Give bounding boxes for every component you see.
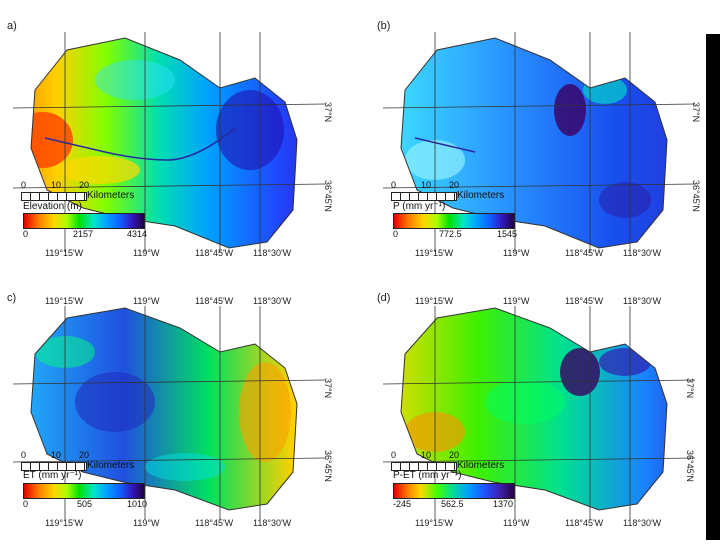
colorbar-min: -245 <box>393 499 412 509</box>
scale-tick-0: 0 <box>391 180 397 190</box>
lon-label-118-30w: 118°30'W <box>253 518 292 528</box>
scale-unit: Kilometers <box>87 460 135 471</box>
elevation-raster <box>31 38 297 248</box>
lat-label-36-45n: 36°45'N <box>685 450 695 482</box>
lat-label-37n: 37°N <box>685 378 695 399</box>
lon-label-119w: 119°W <box>503 248 530 258</box>
top-lon-label-118-30w: 118°30'W <box>623 296 662 306</box>
colorbar-min: 0 <box>23 229 29 239</box>
basin-outline <box>30 37 298 249</box>
colorbar <box>393 483 515 499</box>
precipitation-map-svg <box>382 32 696 252</box>
scale-tick-20: 20 <box>79 450 90 460</box>
lon-label-118-30w: 118°30'W <box>623 248 662 258</box>
top-lon-label-119-15w: 119°15'W <box>45 296 84 306</box>
lon-label-118-30w: 118°30'W <box>253 248 292 258</box>
top-lon-label-119w: 119°W <box>133 296 160 306</box>
lat-label-36-45n: 36°45'N <box>323 180 333 212</box>
lon-label-118-45w: 118°45'W <box>195 518 234 528</box>
lon-label-119-15w: 119°15'W <box>45 518 84 528</box>
panel-letter: c) <box>7 292 17 304</box>
legend-title: ET (mm yr⁻¹) <box>23 470 82 481</box>
scale-tick-20: 20 <box>79 180 90 190</box>
scale-unit: Kilometers <box>457 190 505 201</box>
lat-label-37n: 37°N <box>323 378 333 399</box>
colorbar-mid: 505 <box>77 499 93 509</box>
lon-label-118-45w: 118°45'W <box>565 248 604 258</box>
legend-title: P-ET (mm yr⁻¹) <box>393 470 462 481</box>
lat-label-36-45n: 36°45'N <box>691 180 701 212</box>
colorbar-mid: 562.5 <box>441 499 464 509</box>
colorbar-max: 4314 <box>127 229 148 239</box>
scale-tick-0: 0 <box>391 450 397 460</box>
graticule-lines <box>382 306 696 520</box>
colorbar <box>23 483 145 499</box>
colorbar-min: 0 <box>393 229 399 239</box>
panel-p-minus-et-map: (d) 119°15'W 119°W 118°45'W 118°30'W 37°… <box>375 292 715 552</box>
panel-letter: (d) <box>377 292 391 304</box>
basin-outline <box>400 37 668 249</box>
top-lon-label-118-45w: 118°45'W <box>565 296 604 306</box>
lat-label-37n: 37°N <box>323 102 333 123</box>
graticule-lines <box>12 306 326 520</box>
colorbar-min: 0 <box>23 499 29 509</box>
scale-tick-0: 0 <box>21 450 27 460</box>
scale-tick-20: 20 <box>449 450 460 460</box>
lon-label-118-45w: 118°45'W <box>195 248 234 258</box>
panel-precipitation-map: (b) 37°N 36°45'N 0 10 20 Kilometers P (mm … <box>375 20 715 280</box>
scale-bar-graphic <box>21 462 87 471</box>
colorbar-max: 1010 <box>127 499 148 509</box>
colorbar-mid: 772.5 <box>439 229 462 239</box>
panel-evapotranspiration-map: c) 119°15'W 119°W 118°45'W 118°30'W 37°N… <box>5 292 345 552</box>
legend-title: P (mm yr⁻¹) <box>393 201 446 212</box>
top-lon-label-118-30w: 118°30'W <box>253 296 292 306</box>
colorbar-max: 1370 <box>493 499 514 509</box>
lon-label-119-15w: 119°15'W <box>415 518 454 528</box>
black-border-strip <box>706 34 720 540</box>
legend-title: Elevation (m) <box>23 201 82 212</box>
panel-letter: (b) <box>377 20 391 32</box>
top-lon-label-119w: 119°W <box>503 296 530 306</box>
elevation-map-svg <box>12 32 326 252</box>
panel-elevation-map: a) 37°N 36°45'N 0 10 20 Kilometers Elevati… <box>5 20 345 280</box>
scale-tick-0: 0 <box>21 180 27 190</box>
scale-tick-10: 10 <box>421 180 432 190</box>
river-line <box>414 137 476 153</box>
colorbar-mid: 2157 <box>73 229 94 239</box>
lon-label-119-15w: 119°15'W <box>415 248 454 258</box>
scale-unit: Kilometers <box>87 190 135 201</box>
panel-letter: a) <box>7 20 17 32</box>
scale-tick-10: 10 <box>421 450 432 460</box>
scale-bar-graphic <box>21 192 87 201</box>
lon-label-119-15w: 119°15'W <box>45 248 84 258</box>
colorbar <box>23 213 145 229</box>
lat-label-36-45n: 36°45'N <box>323 450 333 482</box>
top-lon-label-118-45w: 118°45'W <box>195 296 234 306</box>
colorbar <box>393 213 515 229</box>
graticule-lines <box>12 32 326 252</box>
top-lon-label-119-15w: 119°15'W <box>415 296 454 306</box>
lon-label-118-30w: 118°30'W <box>623 518 662 528</box>
lat-label-37n: 37°N <box>691 102 701 123</box>
p-minus-et-map-svg <box>382 306 696 520</box>
precipitation-raster <box>401 38 667 248</box>
scale-unit: Kilometers <box>457 460 505 471</box>
lon-label-119w: 119°W <box>503 518 530 528</box>
lon-label-118-45w: 118°45'W <box>565 518 604 528</box>
scale-bar-graphic <box>391 192 457 201</box>
scale-tick-10: 10 <box>51 180 62 190</box>
scale-tick-10: 10 <box>51 450 62 460</box>
evapotranspiration-map-svg <box>12 306 326 520</box>
lon-label-119w: 119°W <box>133 518 160 528</box>
scale-bar-graphic <box>391 462 457 471</box>
scale-tick-20: 20 <box>449 180 460 190</box>
lon-label-119w: 119°W <box>133 248 160 258</box>
river-line <box>44 127 236 161</box>
colorbar-max: 1545 <box>497 229 518 239</box>
